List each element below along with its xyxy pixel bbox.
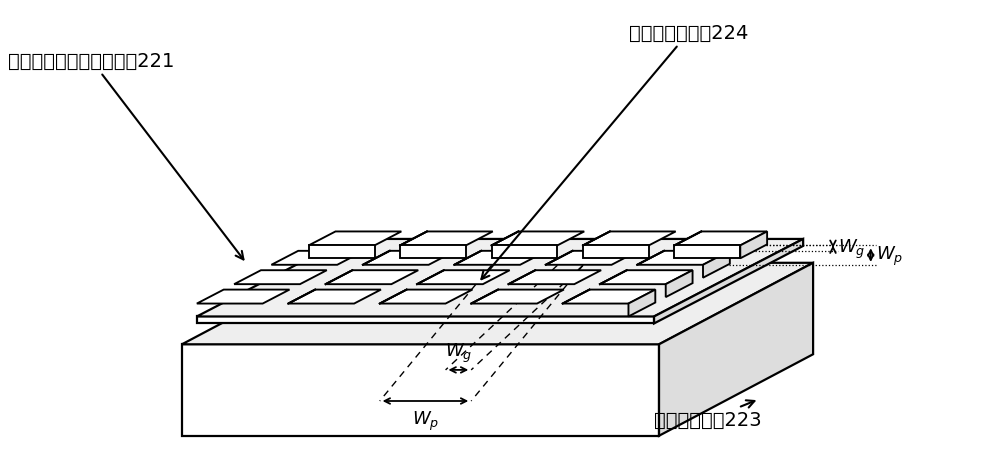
Polygon shape	[674, 232, 767, 246]
Polygon shape	[197, 290, 290, 304]
Text: 光电二极管层223: 光电二极管层223	[654, 400, 762, 430]
Polygon shape	[674, 246, 740, 259]
Polygon shape	[740, 232, 767, 259]
Polygon shape	[492, 232, 584, 246]
Polygon shape	[400, 246, 466, 259]
Polygon shape	[326, 271, 418, 285]
Text: 二维金属光栌层224: 二维金属光栌层224	[481, 24, 749, 280]
Polygon shape	[197, 317, 654, 324]
Polygon shape	[654, 240, 803, 324]
Polygon shape	[234, 271, 327, 285]
Polygon shape	[703, 251, 730, 278]
Polygon shape	[363, 251, 456, 265]
Polygon shape	[471, 290, 564, 304]
Polygon shape	[583, 232, 676, 246]
Polygon shape	[563, 290, 655, 304]
Polygon shape	[309, 246, 375, 259]
Polygon shape	[492, 246, 557, 259]
Polygon shape	[659, 263, 813, 436]
Text: $W_g$: $W_g$	[838, 237, 865, 260]
Polygon shape	[666, 271, 693, 297]
Polygon shape	[380, 290, 472, 304]
Polygon shape	[417, 271, 510, 285]
Polygon shape	[628, 290, 655, 317]
Polygon shape	[182, 263, 813, 345]
Polygon shape	[583, 246, 649, 259]
Polygon shape	[508, 271, 601, 285]
Polygon shape	[271, 251, 364, 265]
Text: $W_p$: $W_p$	[412, 409, 439, 432]
Text: 金属光栌光电二极管单元221: 金属光栌光电二极管单元221	[8, 51, 243, 260]
Polygon shape	[454, 251, 547, 265]
Text: $W_p$: $W_p$	[876, 244, 903, 267]
Polygon shape	[309, 232, 401, 246]
Polygon shape	[400, 232, 493, 246]
Polygon shape	[600, 271, 693, 285]
Text: $W_g$: $W_g$	[445, 341, 472, 364]
Polygon shape	[197, 240, 803, 317]
Polygon shape	[288, 290, 381, 304]
Polygon shape	[182, 345, 659, 436]
Polygon shape	[546, 251, 638, 265]
Polygon shape	[637, 251, 730, 265]
